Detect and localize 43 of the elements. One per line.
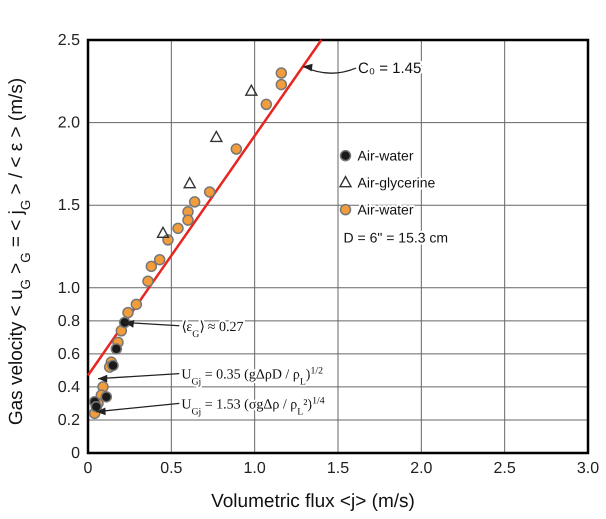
point bbox=[142, 275, 154, 287]
point bbox=[230, 143, 242, 155]
x-tick-label: 2.0 bbox=[410, 460, 433, 477]
y-tick-label: 2.0 bbox=[58, 114, 80, 132]
point bbox=[210, 130, 223, 142]
point bbox=[154, 254, 166, 266]
y-tick-label: 1.0 bbox=[58, 280, 80, 297]
point bbox=[276, 78, 288, 90]
legend-label: Air-water bbox=[358, 202, 414, 218]
legend-label: Air-water bbox=[358, 148, 414, 164]
y-tick-label: 0.6 bbox=[58, 346, 80, 363]
y-tick-label: 0.2 bbox=[58, 412, 80, 429]
x-tick-label: 2.5 bbox=[494, 460, 516, 477]
x-tick-label: 1.0 bbox=[244, 460, 266, 477]
point bbox=[107, 360, 119, 372]
point bbox=[188, 196, 200, 208]
point bbox=[172, 222, 184, 234]
point bbox=[146, 260, 158, 272]
x-tick-label: 1.5 bbox=[326, 460, 350, 477]
annotation: C₀ = 1.45 bbox=[358, 60, 422, 78]
point bbox=[245, 84, 258, 96]
y-tick-label: 2.5 bbox=[58, 32, 80, 49]
x-tick-label: 0.5 bbox=[160, 460, 183, 477]
point bbox=[182, 214, 194, 226]
y-tick-label: 0.4 bbox=[58, 378, 80, 396]
point bbox=[122, 306, 134, 318]
point bbox=[276, 67, 288, 79]
y-tick-label: 0 bbox=[71, 445, 80, 462]
x-axis-title: Volumetric flux <j> (m/s) bbox=[211, 491, 415, 512]
point bbox=[90, 400, 102, 412]
point bbox=[130, 298, 142, 310]
point bbox=[100, 391, 112, 403]
point bbox=[260, 98, 272, 110]
y-tick-label: 1.5 bbox=[58, 197, 80, 214]
point bbox=[183, 177, 196, 188]
x-tick-label: 3.0 bbox=[576, 460, 600, 477]
annotation: ⟨ε$_{G}$⟩ ≈ 0.27 bbox=[181, 320, 244, 340]
point bbox=[156, 226, 170, 238]
point bbox=[110, 343, 122, 355]
point bbox=[116, 325, 128, 336]
point bbox=[204, 186, 216, 198]
x-tick-label: 0 bbox=[84, 460, 93, 477]
y-tick-label: 0.8 bbox=[58, 312, 80, 330]
